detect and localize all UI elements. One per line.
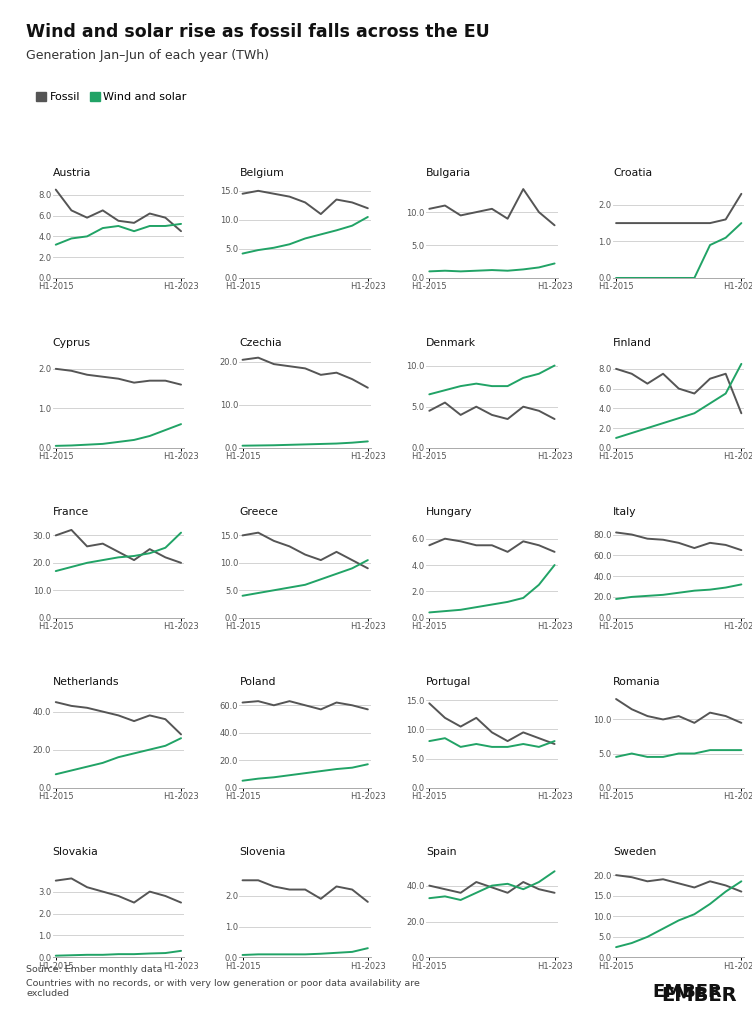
Text: EMBER: EMBER [661,986,737,1006]
Text: Czechia: Czechia [239,338,282,347]
Text: Spain: Spain [426,847,456,857]
Text: Generation Jan–Jun of each year (TWh): Generation Jan–Jun of each year (TWh) [26,49,269,62]
Text: Greece: Greece [239,508,278,517]
Text: Italy: Italy [613,508,636,517]
Text: Netherlands: Netherlands [53,677,119,687]
Text: Source: Ember monthly data: Source: Ember monthly data [26,965,162,974]
Text: Belgium: Belgium [239,168,284,178]
Text: EMBER: EMBER [652,983,722,1001]
Text: Denmark: Denmark [426,338,476,347]
Text: Slovenia: Slovenia [239,847,286,857]
Text: Hungary: Hungary [426,508,473,517]
Text: Poland: Poland [239,677,276,687]
Text: France: France [53,508,89,517]
Text: Sweden: Sweden [613,847,656,857]
Text: Countries with no records, or with very low generation or poor data availability: Countries with no records, or with very … [26,979,420,998]
Legend: Fossil, Wind and solar: Fossil, Wind and solar [32,87,191,106]
Text: Austria: Austria [53,168,91,178]
Text: Portugal: Portugal [426,677,472,687]
Text: Croatia: Croatia [613,168,652,178]
Text: Cyprus: Cyprus [53,338,91,347]
Text: Finland: Finland [613,338,652,347]
Text: Romania: Romania [613,677,660,687]
Text: Slovakia: Slovakia [53,847,99,857]
Text: Wind and solar rise as fossil falls across the EU: Wind and solar rise as fossil falls acro… [26,23,490,41]
Text: Bulgaria: Bulgaria [426,168,472,178]
